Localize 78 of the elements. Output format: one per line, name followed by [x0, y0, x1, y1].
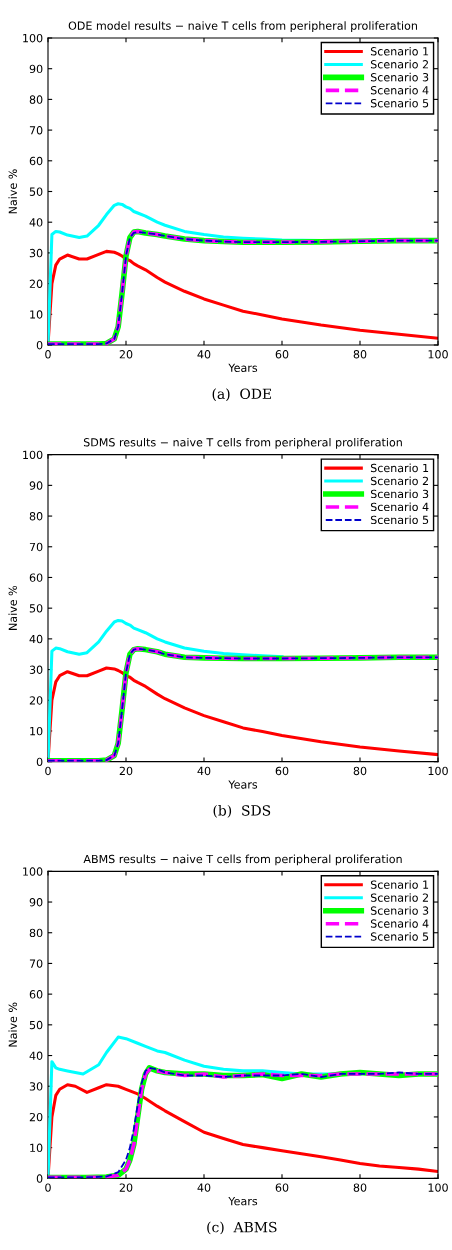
legend-label: Scenario 2	[370, 59, 428, 69]
legend-label: Scenario 2	[370, 893, 428, 902]
y-tick-label: 70	[29, 542, 43, 552]
x-tick-label: 40	[197, 350, 211, 359]
y-tick-label: 60	[29, 990, 43, 999]
text: (a) ODE	[212, 388, 272, 401]
x-tick-label: 20	[119, 1183, 133, 1192]
y-tick-label: 0	[36, 757, 43, 767]
y-tick-label: 10	[30, 726, 43, 736]
legend-label: Scenario 3	[370, 906, 429, 915]
x-tick-label: 80	[353, 1183, 367, 1192]
legend-label: Scenario 5	[370, 515, 429, 525]
x-tick-label: 60	[275, 1183, 289, 1192]
text: (b) SDS	[213, 804, 271, 818]
y-tick-label: 40	[29, 634, 43, 644]
y-tick-label: 100	[23, 450, 43, 460]
x-tick-label: 80	[353, 350, 367, 359]
y-tick-label: 30	[29, 665, 43, 674]
y-tick-label: 60	[29, 156, 43, 166]
y-tick-label: 70	[29, 126, 43, 135]
legend-label: Scenario 4	[370, 85, 429, 95]
legend-label: Scenario 4	[370, 919, 429, 928]
text: (c) ABMS	[207, 1221, 277, 1235]
legend-label: Scenario 5	[370, 932, 429, 941]
y-tick-label: 90	[29, 64, 43, 74]
y-tick-label: 80	[29, 95, 43, 104]
x-tick-label: 80	[353, 766, 367, 776]
y-tick-label: 20	[29, 696, 43, 705]
y-tick-label: 80	[29, 928, 43, 938]
y-tick-label: 10	[30, 1143, 43, 1153]
legend-label: Scenario 1	[370, 463, 429, 473]
y-axis-title: Naive %	[8, 1002, 17, 1047]
y-axis-title: Naive %	[8, 585, 17, 630]
y-tick-label: 20	[29, 1112, 43, 1122]
legend-label: Scenario 2	[370, 476, 428, 486]
x-tick-label: 40	[197, 766, 211, 776]
y-tick-label: 50	[29, 604, 43, 613]
legend-label: Scenario 3	[370, 489, 429, 499]
legend-label: Scenario 5	[370, 98, 429, 108]
x-tick-label: 0	[45, 350, 51, 359]
x-tick-label: 60	[275, 350, 289, 359]
x-tick-label: 20	[119, 350, 133, 359]
y-axis-title: Naive %	[8, 169, 17, 214]
y-tick-label: 10	[30, 310, 43, 319]
y-tick-label: 90	[29, 898, 43, 907]
x-tick-label: 100	[428, 766, 448, 776]
y-tick-label: 100	[23, 33, 43, 43]
legend-label: Scenario 3	[370, 72, 429, 82]
y-tick-label: 40	[29, 1051, 43, 1060]
x-tick-label: 100	[428, 1183, 448, 1192]
x-axis-title: Years	[228, 780, 258, 789]
x-tick-label: 0	[45, 1183, 51, 1192]
x-tick-label: 0	[45, 766, 51, 776]
y-tick-label: 30	[29, 248, 43, 258]
chart-title: SDMS results − naive T cells from peripheral proliferation	[83, 437, 402, 449]
y-tick-label: 90	[29, 481, 43, 490]
legend-label: Scenario 1	[370, 46, 429, 56]
y-tick-label: 40	[29, 218, 43, 227]
y-tick-label: 70	[29, 959, 43, 968]
y-tick-label: 20	[29, 279, 43, 288]
chart-title: ABMS results − naive T cells from peripheral proliferation	[83, 854, 402, 866]
y-tick-label: 80	[29, 512, 43, 521]
x-axis-title: Years	[228, 363, 258, 372]
y-tick-label: 60	[29, 573, 43, 582]
x-tick-label: 40	[197, 1183, 211, 1192]
x-axis-title: Years	[228, 1197, 258, 1206]
y-tick-label: 50	[29, 1020, 43, 1030]
x-tick-label: 100	[428, 350, 448, 359]
y-tick-label: 0	[36, 1174, 43, 1183]
chart-title: ODE model results − naive T cells from peripheral proliferation	[68, 21, 417, 32]
x-tick-label: 60	[275, 766, 289, 776]
y-tick-label: 30	[29, 1082, 43, 1091]
x-tick-label: 20	[119, 766, 133, 776]
legend-label: Scenario 4	[370, 502, 429, 512]
legend-label: Scenario 1	[370, 880, 429, 889]
y-tick-label: 50	[29, 187, 43, 196]
y-tick-label: 100	[23, 867, 43, 876]
y-tick-label: 0	[36, 340, 43, 350]
